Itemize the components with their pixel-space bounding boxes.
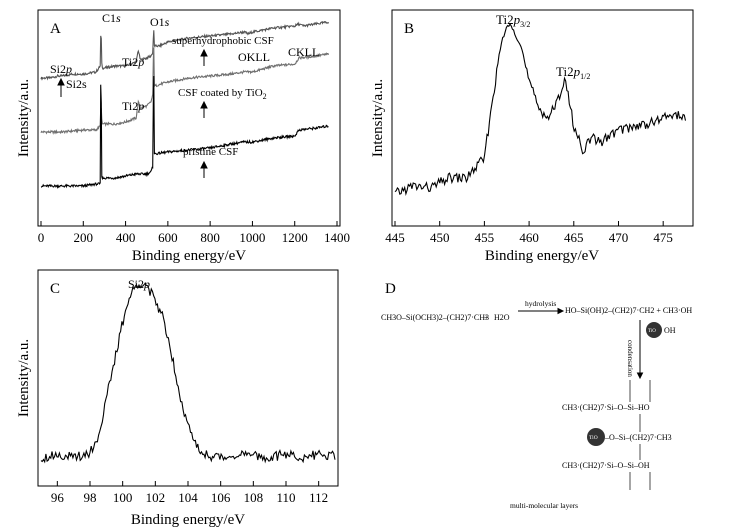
x-tick-label: 112	[309, 490, 328, 505]
panel-b-ylabel: Intensity/a.u.	[370, 79, 386, 157]
panel-c: C 96 98 100 102 104 106 108 110 112 Intensity/a.…	[16, 269, 339, 528]
series-label-pristine: pristine CSF	[183, 146, 238, 158]
panel-a-x-ticks: 0 200 400 600 800 1000 1200 1400	[38, 221, 350, 245]
arrow-superhydrophobic	[200, 48, 208, 66]
panel-c-series	[40, 282, 336, 464]
panel-a-ylabel: Intensity/a.u.	[16, 79, 32, 157]
panel-b-xlabel: Binding energy/eV	[485, 248, 599, 264]
x-tick-label: 450	[430, 230, 450, 245]
x-tick-label: 104	[178, 490, 198, 505]
scheme-hydrolysis: hydrolysis	[525, 299, 556, 308]
series-label-coated: CSF coated by TiO2	[178, 87, 267, 101]
x-tick-label: 200	[74, 230, 94, 245]
x-tick-label: 1400	[324, 230, 350, 245]
x-tick-label: 475	[653, 230, 673, 245]
scheme-silanol: HO–Si(OH)2–(CH2)7·CH2 + CH3·OH	[565, 306, 692, 315]
scheme-reactant: CH3O–Si(OCH3)2–(CH2)7·CH3	[381, 313, 489, 322]
panel-b-letter: B	[404, 21, 414, 37]
panel-b-x-ticks: 445 450 455 460 465 470 475	[385, 221, 673, 245]
x-tick-label: 0	[38, 230, 45, 245]
peak-label-si2s: Si2s	[66, 77, 87, 91]
panel-a: A 0 200 400 600 800 1000 1200 1400 Intensity/a.…	[16, 9, 350, 264]
scheme-condensation: condensation	[626, 340, 634, 377]
x-tick-label: 98	[84, 490, 97, 505]
layer-row-2: –O–Si–(CH2)7·CH3	[604, 433, 672, 442]
x-tick-label: 100	[113, 490, 133, 505]
peak-label-si2p: Si2p	[50, 62, 72, 76]
panel-b: B 445 450 455 460 465 470 475 Intensity/a.u. B…	[370, 9, 694, 264]
layer-bonds	[629, 380, 651, 490]
panel-b-series	[394, 23, 687, 196]
x-tick-label: 96	[51, 490, 65, 505]
series-line-c-0	[40, 282, 336, 464]
panel-c-letter: C	[50, 281, 60, 297]
scheme-oh: OH	[664, 326, 676, 335]
x-tick-label: 102	[146, 490, 166, 505]
x-tick-label: 1200	[282, 230, 308, 245]
layer-row-1: CH3·(CH2)7·Si–O–Si–HO	[562, 403, 650, 412]
panel-a-letter: A	[50, 21, 61, 37]
panel-a-frame	[37, 9, 341, 227]
arrow-coated	[200, 100, 208, 118]
tio2-label-bottom: TiO	[589, 435, 598, 441]
series-label-superhydrophobic: superhydrophobic CSF	[172, 35, 274, 47]
scheme-hydrolysis-arrow	[518, 307, 565, 315]
scheme-plus: +	[484, 313, 489, 322]
peak-label-o1s: O1s	[150, 15, 170, 29]
panel-c-x-ticks: 96 98 100 102 104 106 108 110 112	[51, 481, 328, 505]
x-tick-label: 108	[244, 490, 264, 505]
x-tick-label: 460	[519, 230, 539, 245]
peak-label-ti2p32: Ti2p3/2	[496, 12, 530, 29]
peak-label-okll: OKLL	[238, 50, 270, 64]
tio2-particle-top	[646, 322, 662, 338]
series-line-a-2	[40, 75, 329, 189]
tio2-label-top: TiO	[648, 329, 656, 334]
x-tick-label: 445	[385, 230, 405, 245]
panel-c-ylabel: Intensity/a.u.	[16, 339, 32, 417]
peak-label-ti2p-lower: Ti2p	[122, 99, 144, 113]
x-tick-label: 110	[276, 490, 295, 505]
panel-d: D CH3O–Si(OCH3)2–(CH2)7·CH3 + H2O hydrol…	[381, 281, 692, 510]
scheme-condensation-arrow	[636, 320, 644, 380]
x-tick-label: 1000	[239, 230, 265, 245]
x-tick-label: 465	[564, 230, 584, 245]
panel-b-frame	[391, 9, 694, 227]
tio2-particle-bottom	[587, 428, 605, 446]
x-tick-label: 600	[158, 230, 178, 245]
x-tick-label: 455	[475, 230, 495, 245]
arrow-pristine	[200, 160, 208, 178]
layer-row-3: CH3·(CH2)7·Si–O–Si–OH	[562, 461, 650, 470]
panel-d-letter: D	[385, 281, 396, 297]
x-tick-label: 400	[116, 230, 136, 245]
scheme-layers-caption: multi-molecular layers	[510, 501, 578, 510]
peak-label-ti2p-upper: Ti2p	[122, 55, 144, 69]
series-line-b-0	[394, 23, 687, 196]
panel-a-xlabel: Binding energy/eV	[132, 248, 246, 264]
series-line-a-0	[40, 20, 329, 81]
x-tick-label: 800	[200, 230, 220, 245]
x-tick-label: 106	[211, 490, 231, 505]
peak-label-si2p-c: Si2p	[128, 277, 150, 291]
peak-label-ti2p12: Ti2p1/2	[556, 64, 590, 81]
peak-label-c1s: C1s	[102, 11, 121, 25]
x-tick-label: 470	[609, 230, 629, 245]
series-line-a-1	[40, 47, 330, 135]
panel-c-xlabel: Binding energy/eV	[131, 512, 245, 528]
arrow-si2p	[57, 77, 65, 97]
panel-a-series	[40, 20, 330, 189]
scheme-water: H2O	[494, 313, 510, 322]
peak-label-ckll: CKLL	[288, 45, 319, 59]
